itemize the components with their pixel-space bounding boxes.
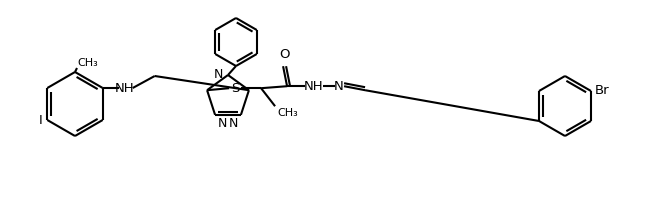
Text: N: N [229, 117, 238, 130]
Text: CH₃: CH₃ [77, 58, 98, 68]
Text: I: I [38, 113, 42, 127]
Text: NH: NH [304, 80, 323, 93]
Text: NH: NH [115, 81, 135, 95]
Text: N: N [334, 80, 344, 93]
Text: Br: Br [595, 85, 610, 98]
Text: N: N [214, 67, 223, 81]
Text: CH₃: CH₃ [277, 108, 298, 118]
Text: S: S [231, 82, 239, 95]
Text: O: O [279, 48, 289, 61]
Text: N: N [218, 117, 227, 130]
